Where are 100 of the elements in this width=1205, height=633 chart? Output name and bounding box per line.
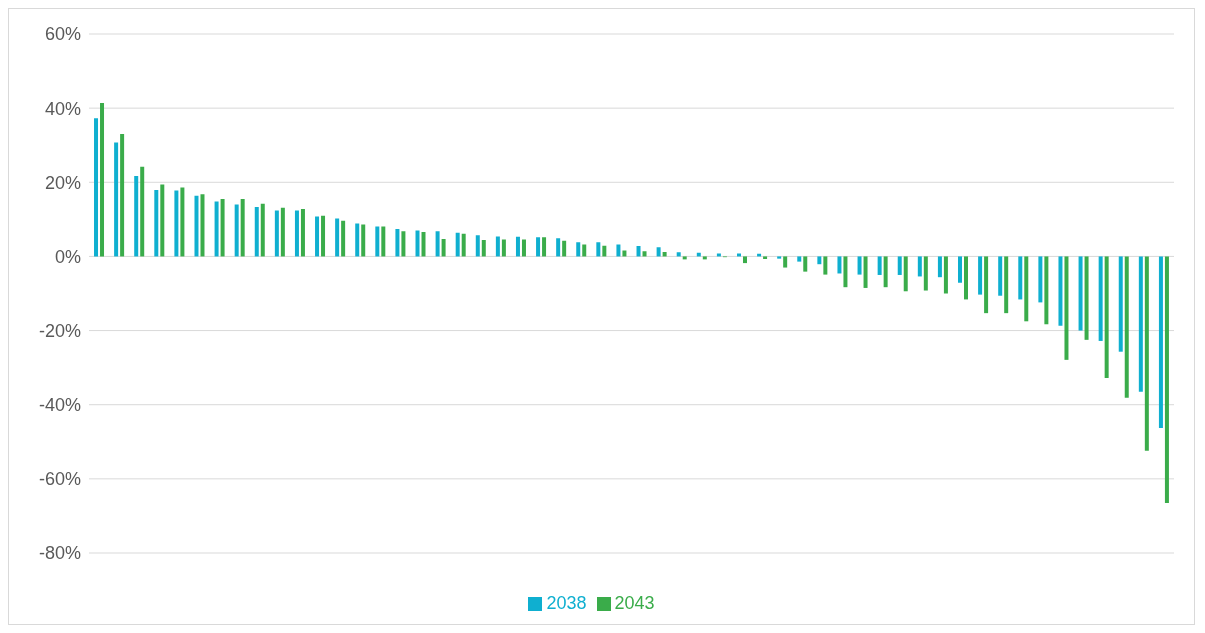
bar <box>401 231 406 257</box>
bar <box>381 226 386 257</box>
bar <box>937 256 942 278</box>
bar <box>763 256 768 260</box>
bar <box>536 237 541 257</box>
bar <box>234 204 239 257</box>
legend-label: 2038 <box>546 593 587 613</box>
bar <box>742 256 747 264</box>
bar <box>1098 256 1103 341</box>
bar <box>300 208 305 257</box>
bar <box>260 203 265 257</box>
bar <box>682 256 687 260</box>
bar <box>903 256 908 292</box>
bar <box>797 256 802 262</box>
bar <box>1084 256 1089 340</box>
bar <box>481 240 486 257</box>
bar <box>140 166 145 257</box>
bar <box>978 256 983 295</box>
bar <box>1038 256 1043 303</box>
bar <box>984 256 989 314</box>
y-tick-label: 0% <box>54 246 81 267</box>
bar <box>656 247 661 257</box>
bar <box>120 134 125 257</box>
bar <box>964 256 968 300</box>
bar <box>1104 256 1109 379</box>
y-tick-label: 40% <box>44 98 81 119</box>
bar <box>521 239 526 257</box>
bar <box>315 216 320 257</box>
bar <box>435 231 440 257</box>
bar <box>240 198 245 257</box>
y-tick-label: -60% <box>38 469 81 490</box>
bar <box>274 210 279 257</box>
bar <box>1044 256 1049 325</box>
y-tick-label: -80% <box>38 543 81 564</box>
bar <box>1064 256 1069 360</box>
bar <box>616 244 621 257</box>
bar <box>562 240 567 257</box>
bar <box>501 239 506 257</box>
bar <box>542 237 547 257</box>
bar <box>100 102 105 257</box>
bar <box>180 187 185 257</box>
bar <box>602 245 607 257</box>
bar <box>341 220 346 257</box>
bar <box>576 242 581 257</box>
bar <box>863 256 868 288</box>
legend-label: 2043 <box>614 593 655 613</box>
bar <box>114 142 119 257</box>
bar <box>702 256 707 260</box>
bar <box>582 244 587 257</box>
bar <box>857 256 862 275</box>
bar <box>395 229 400 257</box>
bar <box>335 218 340 257</box>
bar <box>1118 256 1123 352</box>
bar <box>622 250 627 257</box>
bar <box>441 239 446 257</box>
bar <box>716 253 721 257</box>
bar <box>160 184 165 257</box>
bar <box>1138 256 1143 392</box>
bar <box>375 226 380 257</box>
y-tick-label: 60% <box>44 24 81 45</box>
bar <box>1144 256 1149 451</box>
bar <box>1078 256 1083 331</box>
bar <box>1004 256 1009 314</box>
bar <box>214 201 219 257</box>
bar <box>736 253 741 257</box>
y-tick-label: -40% <box>38 395 81 416</box>
bar <box>515 236 520 257</box>
bar <box>817 256 822 265</box>
y-tick-label: 20% <box>44 172 81 193</box>
bar <box>321 215 326 257</box>
y-tick-label: -20% <box>38 320 81 341</box>
bar <box>943 256 948 294</box>
bar <box>254 207 259 257</box>
bar <box>837 256 842 274</box>
bar <box>154 190 159 257</box>
bar <box>556 238 561 257</box>
bar <box>636 246 641 257</box>
bar <box>843 256 848 288</box>
bar <box>455 232 460 257</box>
bar <box>877 256 882 275</box>
bar <box>461 233 466 257</box>
bar <box>200 194 205 257</box>
bar <box>94 118 99 257</box>
bar <box>823 256 828 275</box>
bar <box>194 195 199 257</box>
bar <box>596 242 601 257</box>
bar <box>1024 256 1029 322</box>
bar <box>361 224 366 257</box>
bar <box>897 256 902 275</box>
bar <box>917 256 922 277</box>
bar <box>355 223 360 257</box>
bar <box>1164 256 1169 503</box>
bar <box>642 251 647 257</box>
bar <box>777 256 782 259</box>
bar <box>998 256 1003 296</box>
bar <box>1158 256 1163 429</box>
bar <box>415 230 420 257</box>
bar <box>676 252 681 257</box>
bar <box>923 256 928 291</box>
bar <box>883 256 888 288</box>
